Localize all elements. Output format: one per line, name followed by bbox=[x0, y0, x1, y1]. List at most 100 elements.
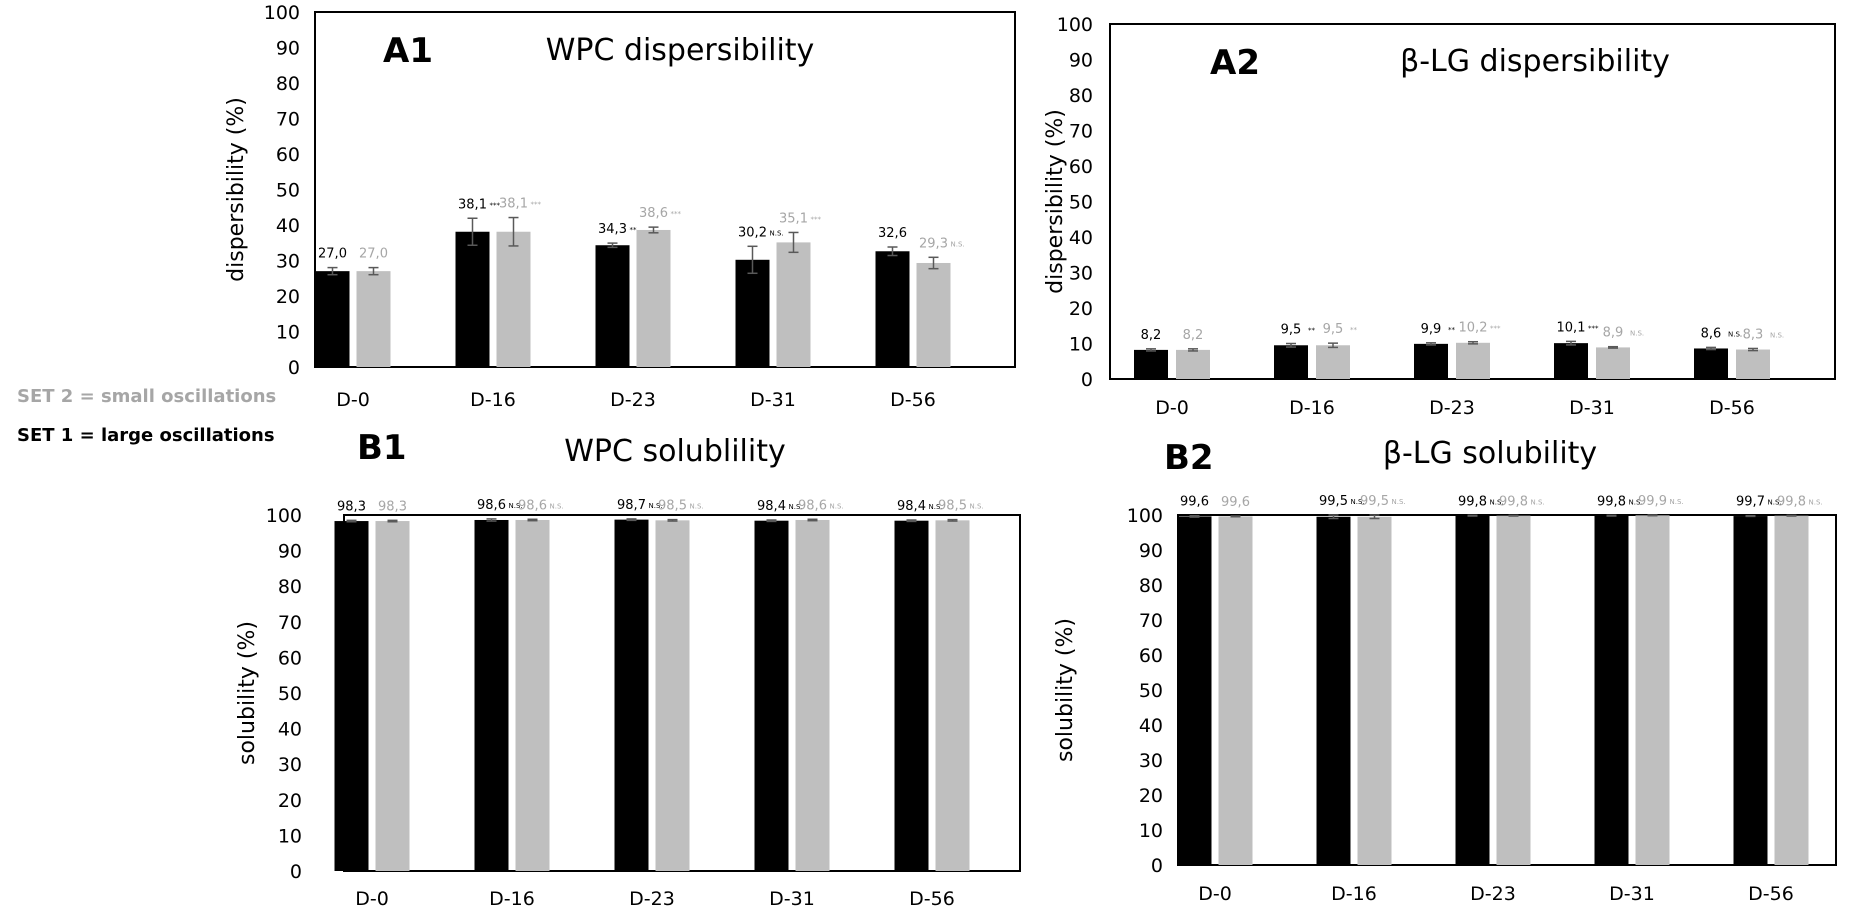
significance-label: *** bbox=[490, 201, 501, 209]
bar-set2 bbox=[496, 231, 531, 367]
data-label: 8,2 bbox=[1183, 328, 1204, 343]
bar-set2 bbox=[1176, 349, 1210, 379]
bar-set2 bbox=[356, 271, 391, 367]
y-axis-label: solubility (%) bbox=[235, 621, 260, 765]
bar-set1 bbox=[875, 251, 910, 367]
data-label: 99,8 bbox=[1777, 494, 1806, 509]
y-tick-label: 0 bbox=[1081, 369, 1093, 391]
y-tick-label: 20 bbox=[278, 790, 302, 812]
y-tick-label: 100 bbox=[264, 2, 300, 24]
y-tick-label: 40 bbox=[1139, 715, 1163, 737]
data-label: 98,7 bbox=[617, 498, 646, 513]
significance-label: *** bbox=[1490, 325, 1501, 333]
x-tick-label: D-56 bbox=[1709, 397, 1755, 419]
bar-set2 bbox=[636, 229, 671, 367]
bar-set2 bbox=[916, 262, 951, 367]
y-tick-label: 0 bbox=[288, 357, 300, 379]
x-tick-label: D-31 bbox=[769, 888, 815, 910]
x-tick-label: D-23 bbox=[1429, 397, 1475, 419]
y-tick-label: 70 bbox=[278, 612, 302, 634]
y-tick-label: 60 bbox=[278, 647, 302, 669]
bar-set1 bbox=[1455, 515, 1490, 865]
significance-label: *** bbox=[1588, 324, 1599, 332]
y-tick-label: 20 bbox=[1069, 298, 1093, 320]
data-label: 38,1 bbox=[458, 197, 487, 212]
x-tick-label: D-16 bbox=[1331, 883, 1377, 905]
bar-set1 bbox=[1177, 516, 1212, 865]
y-tick-label: 70 bbox=[276, 109, 300, 131]
x-tick-label: D-16 bbox=[470, 389, 516, 411]
significance-label: N.S. bbox=[649, 502, 663, 510]
data-label: 98,4 bbox=[757, 499, 786, 514]
data-label: 98,4 bbox=[897, 499, 926, 514]
bar-set1 bbox=[1414, 343, 1448, 379]
chart-title: WPC dispersibility bbox=[546, 33, 815, 68]
significance-label: N.S. bbox=[1490, 498, 1504, 506]
data-label: 29,3 bbox=[919, 236, 948, 251]
bar-set2 bbox=[1456, 342, 1490, 379]
significance-label: *** bbox=[811, 215, 822, 223]
significance-label: N.S. bbox=[1728, 330, 1742, 338]
data-label: 38,1 bbox=[499, 197, 528, 212]
y-tick-label: 30 bbox=[276, 251, 300, 273]
bar-set2 bbox=[1635, 515, 1670, 865]
data-label: 99,8 bbox=[1597, 494, 1626, 509]
y-tick-label: 30 bbox=[1069, 263, 1093, 285]
data-label: 32,6 bbox=[878, 226, 907, 241]
y-tick-label: 20 bbox=[1139, 785, 1163, 807]
y-tick-label: 60 bbox=[1139, 645, 1163, 667]
data-label: 98,6 bbox=[798, 498, 827, 513]
y-tick-label: 40 bbox=[1069, 227, 1093, 249]
bar-set2 bbox=[1736, 349, 1770, 379]
y-tick-label: 0 bbox=[290, 861, 302, 883]
bar-set1 bbox=[474, 519, 509, 871]
data-label: 10,1 bbox=[1557, 320, 1586, 335]
significance-label: N.S. bbox=[1392, 498, 1406, 506]
bar-set2 bbox=[795, 519, 830, 871]
data-label: 8,3 bbox=[1743, 327, 1764, 342]
significance-label: N.S. bbox=[789, 503, 803, 511]
y-axis-label: solubility (%) bbox=[1053, 618, 1078, 762]
x-tick-label: D-56 bbox=[909, 888, 955, 910]
data-label: 9,9 bbox=[1421, 322, 1442, 337]
significance-label: N.S. bbox=[550, 502, 564, 510]
data-label: 8,9 bbox=[1603, 326, 1624, 341]
significance-label: N.S. bbox=[1768, 499, 1782, 507]
bar-set1 bbox=[455, 231, 490, 367]
y-axis-label: dispersibility (%) bbox=[224, 97, 249, 282]
panel-label: A2 bbox=[1210, 43, 1260, 83]
x-tick-label: D-31 bbox=[750, 389, 796, 411]
x-tick-label: D-0 bbox=[1155, 397, 1189, 419]
bar-set2 bbox=[1316, 345, 1350, 379]
data-label: 10,2 bbox=[1459, 321, 1488, 336]
significance-label: N.S. bbox=[830, 502, 844, 510]
bar-set2 bbox=[655, 520, 690, 871]
data-label: 98,3 bbox=[378, 499, 407, 514]
bar-set1 bbox=[334, 521, 369, 871]
y-tick-label: 50 bbox=[278, 683, 302, 705]
y-tick-label: 0 bbox=[1151, 855, 1163, 877]
y-tick-label: 60 bbox=[1069, 156, 1093, 178]
panel-label: A1 bbox=[383, 31, 433, 71]
data-label: 38,6 bbox=[639, 206, 668, 221]
data-label: 99,5 bbox=[1319, 494, 1348, 509]
bar-set2 bbox=[1357, 516, 1392, 865]
significance-label: ** bbox=[1350, 326, 1358, 334]
bar-set1 bbox=[1554, 343, 1588, 379]
significance-label: N.S. bbox=[770, 229, 784, 237]
y-tick-label: 80 bbox=[1069, 85, 1093, 107]
significance-label: ** bbox=[1448, 326, 1456, 334]
significance-label: N.S. bbox=[1630, 330, 1644, 338]
bar-set1 bbox=[1594, 515, 1629, 865]
y-tick-label: 40 bbox=[276, 215, 300, 237]
bar-set2 bbox=[1496, 515, 1531, 865]
data-label: 35,1 bbox=[779, 211, 808, 226]
chart-A1: 0 10 20 30 40 50 60 70 80 90 100 dispersibility (%)… bbox=[224, 2, 1016, 411]
significance-label: N.S. bbox=[1531, 498, 1545, 506]
y-tick-label: 70 bbox=[1139, 610, 1163, 632]
bar-set2 bbox=[935, 520, 970, 871]
data-label: 98,6 bbox=[518, 498, 547, 513]
y-tick-label: 10 bbox=[276, 322, 300, 344]
